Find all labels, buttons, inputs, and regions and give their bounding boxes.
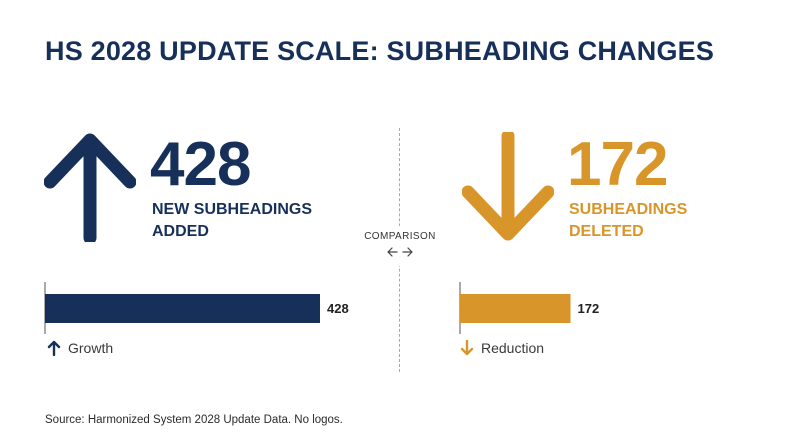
bar-chart: 428 172 [44,282,600,334]
stat-value-added: 428 [150,130,251,199]
bar-value-label-reduction: 172 [578,301,600,316]
arrow-down-icon [462,132,554,244]
bar-growth [45,294,320,323]
arrow-up-icon [44,130,136,242]
legend-label-reduction: Reduction [481,340,545,356]
chart-title: HS 2028 UPDATE SCALE: SUBHEADING CHANGES [45,36,715,66]
stat-label-deleted: SUBHEADINGS DELETED [569,201,688,240]
arrow-down-icon [460,340,474,356]
comparison-label: COMPARISON [364,231,436,242]
arrow-up-icon [47,340,61,356]
stat-label-added: NEW SUBHEADINGS ADDED [152,201,313,240]
legend-label-growth: Growth [68,340,114,356]
bar-reduction [460,294,571,323]
comparison-badge: COMPARISON [353,226,447,266]
legend-item-growth: Growth [47,340,113,356]
legend-item-reduction: Reduction [460,340,544,356]
left-right-arrows-icon [387,247,413,257]
stat-value-deleted: 172 [567,130,668,199]
source-note: Source: Harmonized System 2028 Update Da… [45,414,343,426]
bar-value-label-growth: 428 [327,301,349,316]
